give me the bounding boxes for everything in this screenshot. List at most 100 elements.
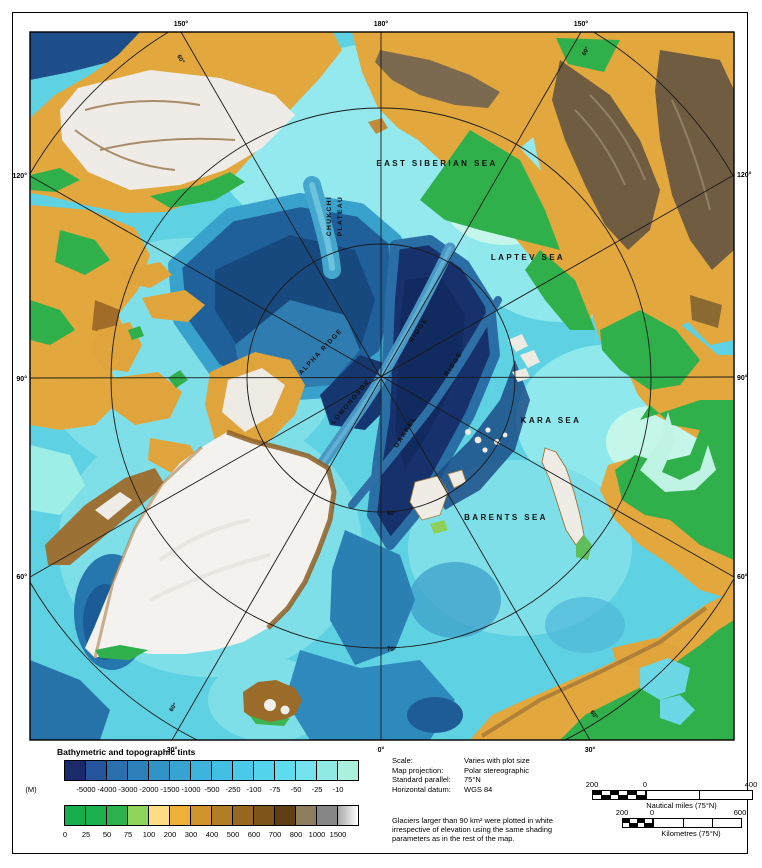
scalebar-checker-cell: [610, 795, 620, 799]
map-info-table: Scale: Varies with plot size Map projectio…: [392, 756, 530, 794]
kilometres-scalebar: 200 0 600 Kilometres (75°N): [600, 808, 762, 842]
page-frame: [12, 12, 748, 854]
scalebar-checker-cell: [593, 791, 602, 795]
topography-swatch: [211, 805, 233, 826]
scalebar-checker-cell: [601, 791, 611, 795]
graticule-label-left: 90°: [16, 375, 27, 383]
scalebar-right-value: 400: [744, 780, 758, 789]
latitude-label: 60°: [169, 702, 179, 713]
nautical-miles-scalebar: 200 0 400 Nautical miles (75°N): [570, 780, 762, 814]
graticule-label-right: 120°: [737, 171, 752, 179]
map-info-row: Scale: Varies with plot size: [392, 756, 530, 766]
topography-value: 1500: [329, 830, 347, 839]
graticule-label-left: 60°: [16, 573, 27, 581]
latitude-label: 60°: [582, 46, 592, 57]
bathymetric-scale-labels: (M) -5000 -4000 -3000 -2000 -1500 -1000 -500 -25…: [0, 785, 420, 795]
legend-panel: Bathymetric and topographic tints (M) -50…: [0, 742, 762, 860]
bathymetric-swatch-row: [64, 760, 359, 781]
sea-label-barents-sea: BARENTS SEA: [464, 513, 548, 522]
map-info-label: Map projection:: [392, 765, 444, 775]
bathymetry-value: -1500: [160, 785, 180, 794]
scalebar-checker-cell: [645, 819, 653, 823]
topography-swatch: [148, 805, 170, 826]
bathymetry-value: -500: [204, 785, 220, 794]
scalebar-checker-cell: [610, 791, 620, 795]
topography-swatch: [169, 805, 191, 826]
topography-swatch: [106, 805, 128, 826]
graticule-label-left: 120°: [13, 172, 28, 180]
bathymetry-value: -5000: [76, 785, 96, 794]
topography-swatch: [232, 805, 254, 826]
scalebar-bar: [592, 790, 753, 800]
legend-title: Bathymetric and topographic tints: [57, 747, 196, 757]
bathymetry-value: -50: [290, 785, 302, 794]
scalebar-tick: [682, 819, 684, 827]
topography-value: 200: [163, 830, 177, 839]
topography-swatch: [85, 805, 107, 826]
graticule-layer: [30, 32, 734, 740]
scalebar-segment: [645, 791, 752, 799]
scalebar-checker-cell: [645, 823, 653, 827]
feature-label-plateau: PLATEAU: [337, 196, 344, 236]
topography-value: 0: [62, 830, 68, 839]
scalebar-checker-cell: [628, 791, 637, 795]
feature-label-chukchi: CHUKCHI: [326, 196, 333, 236]
bathymetry-value: -1000: [181, 785, 201, 794]
bathymetry-value: -75: [269, 785, 281, 794]
bathymetry-swatch: [211, 760, 233, 781]
bathymetry-value: -10: [332, 785, 344, 794]
scalebar-checker-cell: [637, 819, 646, 823]
topography-swatch: [190, 805, 212, 826]
bathymetry-swatch: [148, 760, 170, 781]
scalebar-checker-cell: [628, 795, 637, 799]
bathymetry-swatch: [106, 760, 128, 781]
bathymetry-swatch: [253, 760, 275, 781]
topographic-swatch-row: [64, 805, 359, 826]
topographic-scale-labels: 0 25 50 75 100 200 300 400 500 600 700 800 1000 1500: [0, 830, 420, 840]
topography-swatch: [127, 805, 149, 826]
map-info-value: WGS 84: [464, 784, 493, 794]
topography-value: 700: [268, 830, 282, 839]
topography-swatch: [316, 805, 338, 826]
scalebar-right-value: 600: [733, 808, 747, 817]
bathymetry-swatch: [169, 760, 191, 781]
bathymetry-value: -100: [246, 785, 262, 794]
scalebar-checker-cell: [619, 791, 629, 795]
scalebar-checker-cell: [623, 823, 631, 827]
graticule-label-top: 180°: [374, 20, 389, 28]
latitude-label: 60°: [175, 54, 185, 65]
topography-value: 400: [205, 830, 219, 839]
latitude-label: 70°: [387, 647, 397, 653]
scalebar-zero-value: 0: [649, 808, 655, 817]
sea-label-east-siberian-sea: EAST SIBERIAN SEA: [376, 159, 497, 168]
map-info-row: Standard parallel: 75°N: [392, 775, 530, 785]
latitude-label: 60°: [588, 710, 598, 721]
topography-swatch: [337, 805, 359, 826]
bathymetry-swatch: [64, 760, 86, 781]
bathymetry-value: -4000: [97, 785, 117, 794]
bathymetry-swatch: [127, 760, 149, 781]
bathymetry-swatch: [274, 760, 296, 781]
topography-value: 300: [184, 830, 198, 839]
topography-swatch: [64, 805, 86, 826]
map-info-value: 75°N: [464, 775, 481, 784]
topography-value: 500: [226, 830, 240, 839]
bathymetry-swatch: [337, 760, 359, 781]
bathymetry-swatch: [316, 760, 338, 781]
scalebar-checker-cell: [619, 795, 629, 799]
map-info-value: Varies with plot size: [464, 756, 530, 765]
bathymetry-value: -2000: [139, 785, 159, 794]
scalebar-segment: [652, 819, 741, 827]
scalebar-checker-cell: [630, 819, 638, 823]
scalebar-tick: [699, 791, 701, 799]
scalebar-checker-cell: [637, 823, 646, 827]
scalebar-caption: Kilometres (75°N): [661, 829, 721, 838]
bathymetry-value: -3000: [118, 785, 138, 794]
topography-swatch: [274, 805, 296, 826]
topography-value: 100: [142, 830, 156, 839]
graticule-label-bottom: 0°: [378, 746, 385, 754]
bathymetry-swatch: [85, 760, 107, 781]
topography-value: 1000: [308, 830, 326, 839]
scalebar-bar: [622, 818, 742, 828]
